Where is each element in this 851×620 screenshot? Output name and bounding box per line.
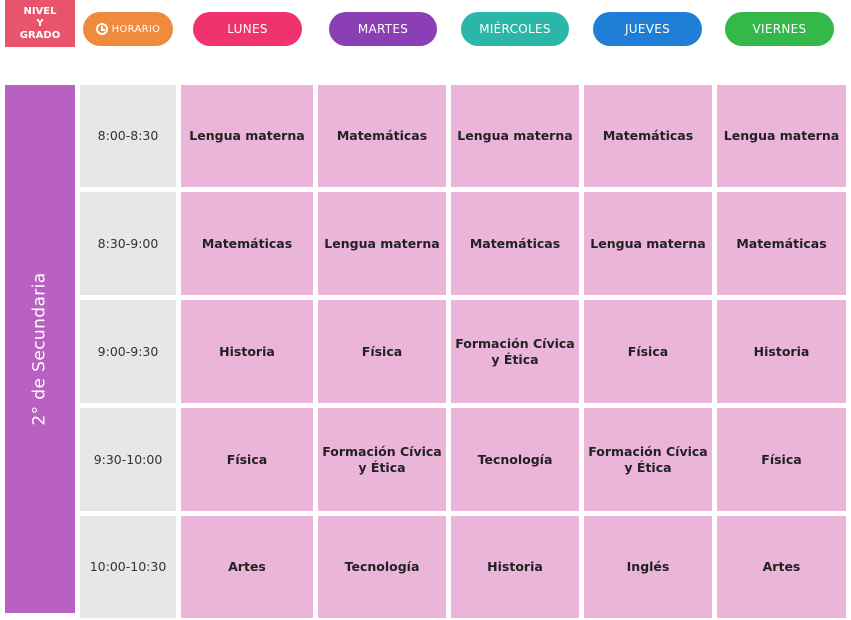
subject-cell: Matemáticas	[181, 192, 313, 295]
grade-label: 2° de Secundaria	[30, 272, 51, 426]
subject-cell: Matemáticas	[717, 192, 846, 295]
subject-cell: Física	[717, 408, 846, 511]
subject-cell: Lengua materna	[584, 192, 712, 295]
day-label: VIERNES	[752, 22, 807, 36]
subject-cell: Matemáticas	[451, 192, 579, 295]
level-line: Y	[36, 17, 44, 29]
time-cell: 9:30-10:00	[80, 408, 176, 511]
horario-label: HORARIO	[111, 23, 161, 35]
subject-cell: Historia	[717, 300, 846, 403]
subject-cell: Tecnología	[318, 516, 446, 618]
day-header-lunes: LUNES	[193, 12, 302, 46]
horario-header: HORARIO	[83, 12, 173, 46]
day-header-miercoles: MIÉRCOLES	[461, 12, 569, 46]
subject-cell: Formación Cívica y Ética	[584, 408, 712, 511]
day-label: LUNES	[227, 22, 268, 36]
day-label: MIÉRCOLES	[479, 22, 551, 36]
subject-cell: Artes	[717, 516, 846, 618]
time-cell: 8:30-9:00	[80, 192, 176, 295]
subject-cell: Historia	[181, 300, 313, 403]
subject-cell: Formación Cívica y Ética	[318, 408, 446, 511]
subject-cell: Inglés	[584, 516, 712, 618]
level-line: GRADO	[19, 29, 61, 41]
subject-cell: Matemáticas	[318, 85, 446, 187]
time-cell: 10:00-10:30	[80, 516, 176, 618]
subject-cell: Lengua materna	[451, 85, 579, 187]
day-label: MARTES	[357, 22, 409, 36]
clock-icon	[95, 23, 108, 35]
subject-cell: Lengua materna	[717, 85, 846, 187]
grade-bar: 2° de Secundaria	[5, 85, 75, 613]
subject-cell: Artes	[181, 516, 313, 618]
day-header-martes: MARTES	[329, 12, 437, 46]
subject-cell: Física	[181, 408, 313, 511]
subject-cell: Física	[584, 300, 712, 403]
time-cell: 8:00-8:30	[80, 85, 176, 187]
subject-cell: Lengua materna	[318, 192, 446, 295]
subject-cell: Lengua materna	[181, 85, 313, 187]
level-grade-header: NIVEL Y GRADO	[5, 0, 75, 47]
subject-cell: Historia	[451, 516, 579, 618]
subject-cell: Física	[318, 300, 446, 403]
day-label: JUEVES	[624, 22, 671, 36]
subject-cell: Tecnología	[451, 408, 579, 511]
level-line: NIVEL	[23, 5, 57, 17]
day-header-viernes: VIERNES	[725, 12, 834, 46]
subject-cell: Formación Cívica y Ética	[451, 300, 579, 403]
subject-cell: Matemáticas	[584, 85, 712, 187]
time-cell: 9:00-9:30	[80, 300, 176, 403]
day-header-jueves: JUEVES	[593, 12, 702, 46]
schedule-grid: 8:00-8:30 Lengua materna Matemáticas Len…	[80, 85, 846, 618]
